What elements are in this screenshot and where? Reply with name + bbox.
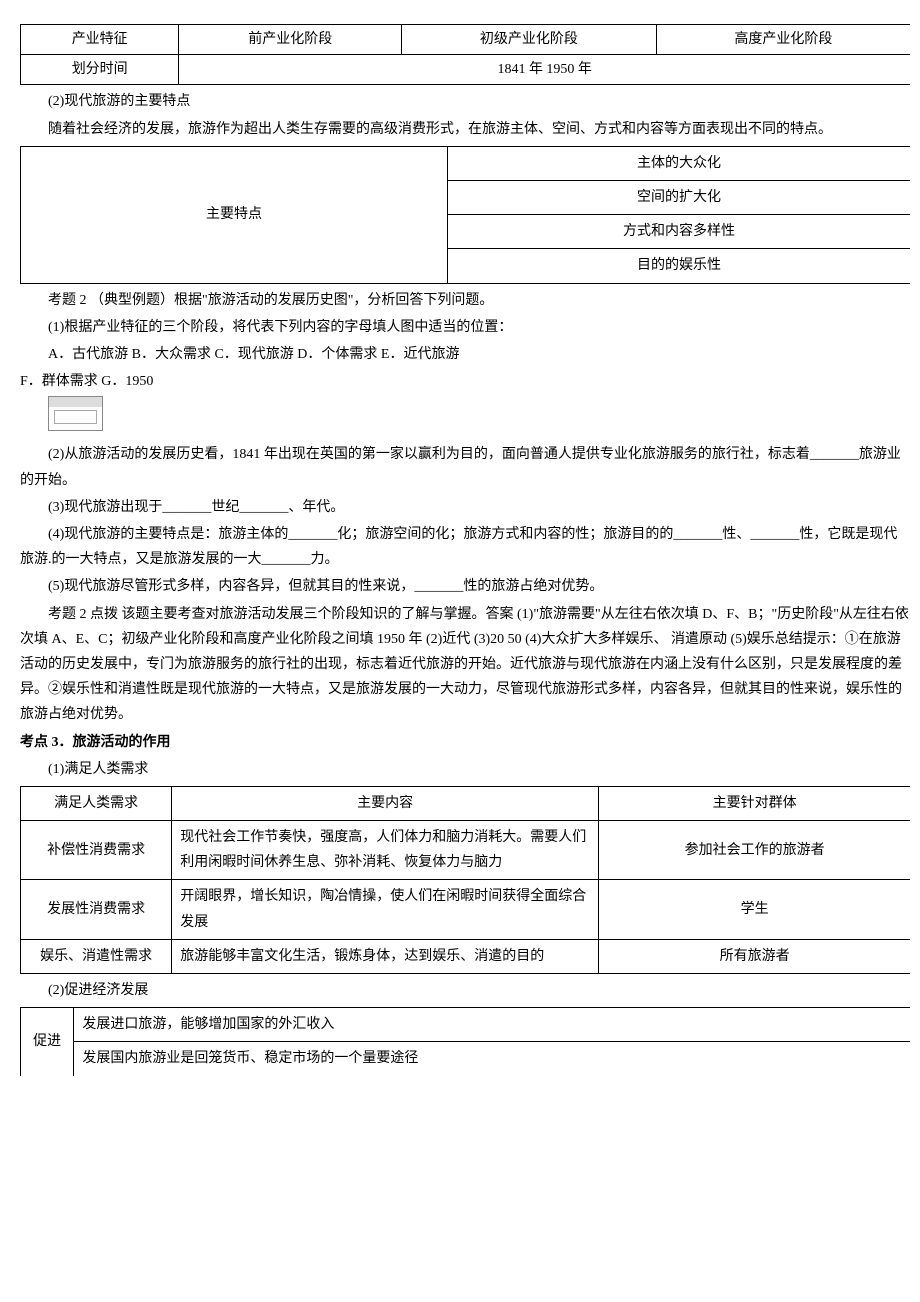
- table-row: 发展国内旅游业是回笼货币、稳定市场的一个量要途径: [21, 1042, 911, 1076]
- table-row: 产业特征 前产业化阶段 初级产业化阶段 高度产业化阶段: [21, 25, 911, 55]
- table-row: 补偿性消费需求 现代社会工作节奏快，强度高，人们体力和脑力消耗大。需要人们利用闲…: [21, 821, 911, 880]
- cell: 主要针对群体: [599, 786, 910, 820]
- cell: 方式和内容多样性: [447, 215, 910, 249]
- table-row: 发展性消费需求 开阔眼界，增长知识，陶冶情操，使人们在闲暇时间获得全面综合发展 …: [21, 880, 911, 939]
- cell: 发展性消费需求: [21, 880, 172, 939]
- cell: 1841 年 1950 年: [179, 55, 910, 85]
- cell: 高度产业化阶段: [656, 25, 910, 55]
- hint-text: 该题主要考查对旅游活动发展三个阶段知识的了解与掌握。答案 (1)"旅游需要"从左…: [20, 607, 909, 723]
- cell: 产业特征: [21, 25, 179, 55]
- economy-table: 促进 发展进口旅游，能够增加国家的外汇收入 发展国内旅游业是回笼货币、稳定市场的…: [20, 1007, 910, 1075]
- cell: 划分时间: [21, 55, 179, 85]
- table-row: 划分时间 1841 年 1950 年: [21, 55, 911, 85]
- paragraph: 随着社会经济的发展，旅游作为超出人类生存需要的高级消费形式，在旅游主体、空间、方…: [20, 117, 910, 142]
- industry-stage-table: 产业特征 前产业化阶段 初级产业化阶段 高度产业化阶段 划分时间 1841 年 …: [20, 24, 910, 85]
- cell: 旅游能够丰富文化生活，锻炼身体，达到娱乐、消遣的目的: [172, 939, 599, 973]
- table-row: 主要特点 主体的大众化: [21, 146, 911, 180]
- hint-label: 考题 2 点拨: [48, 607, 118, 622]
- cell: 补偿性消费需求: [21, 821, 172, 880]
- table-row: 娱乐、消遣性需求 旅游能够丰富文化生活，锻炼身体，达到娱乐、消遣的目的 所有旅游…: [21, 939, 911, 973]
- cell: 初级产业化阶段: [402, 25, 657, 55]
- cell: 目的的娱乐性: [447, 249, 910, 283]
- cell: 所有旅游者: [599, 939, 910, 973]
- history-diagram-thumbnail: [48, 396, 103, 431]
- options-line: F．群体需求 G．1950: [20, 369, 910, 394]
- hint-paragraph: 考题 2 点拨 该题主要考查对旅游活动发展三个阶段知识的了解与掌握。答案 (1)…: [20, 602, 910, 728]
- cell: 娱乐、消遣性需求: [21, 939, 172, 973]
- cell: 主要特点: [21, 146, 448, 283]
- features-table: 主要特点 主体的大众化 空间的扩大化 方式和内容多样性 目的的娱乐性: [20, 146, 910, 284]
- cell: 发展进口旅游，能够增加国家的外汇收入: [74, 1008, 910, 1042]
- subheading: (2)现代旅游的主要特点: [20, 89, 910, 114]
- table-row: 满足人类需求 主要内容 主要针对群体: [21, 786, 911, 820]
- question-title: 考题 2 （典型例题）根据"旅游活动的发展历史图"，分析回答下列问题。: [20, 288, 910, 313]
- cell: 学生: [599, 880, 910, 939]
- section-heading: 考点 3．旅游活动的作用: [20, 730, 910, 755]
- cell: 前产业化阶段: [179, 25, 402, 55]
- subheading: (2)促进经济发展: [20, 978, 910, 1003]
- question-item: (5)现代旅游尽管形式多样，内容各异，但就其目的性来说，_______性的旅游占…: [20, 574, 910, 599]
- needs-table: 满足人类需求 主要内容 主要针对群体 补偿性消费需求 现代社会工作节奏快，强度高…: [20, 786, 910, 974]
- cell: 主体的大众化: [447, 146, 910, 180]
- cell: 主要内容: [172, 786, 599, 820]
- options-line: A．古代旅游 B．大众需求 C．现代旅游 D．个体需求 E．近代旅游: [20, 342, 910, 367]
- cell: 促进: [21, 1008, 74, 1076]
- cell: 开阔眼界，增长知识，陶冶情操，使人们在闲暇时间获得全面综合发展: [172, 880, 599, 939]
- question-item: (1)根据产业特征的三个阶段，将代表下列内容的字母填人图中适当的位置：: [20, 315, 910, 340]
- subheading: (1)满足人类需求: [20, 757, 910, 782]
- question-item: (2)从旅游活动的发展历史看，1841 年出现在英国的第一家以赢利为目的，面向普…: [20, 442, 910, 492]
- cell: 现代社会工作节奏快，强度高，人们体力和脑力消耗大。需要人们利用闲暇时间休养生息、…: [172, 821, 599, 880]
- cell: 发展国内旅游业是回笼货币、稳定市场的一个量要途径: [74, 1042, 910, 1076]
- cell: 满足人类需求: [21, 786, 172, 820]
- question-item: (3)现代旅游出现于_______世纪_______、年代。: [20, 495, 910, 520]
- cell: 空间的扩大化: [447, 180, 910, 214]
- question-item: (4)现代旅游的主要特点是：旅游主体的_______化；旅游空间的化；旅游方式和…: [20, 522, 910, 572]
- table-row: 促进 发展进口旅游，能够增加国家的外汇收入: [21, 1008, 911, 1042]
- cell: 参加社会工作的旅游者: [599, 821, 910, 880]
